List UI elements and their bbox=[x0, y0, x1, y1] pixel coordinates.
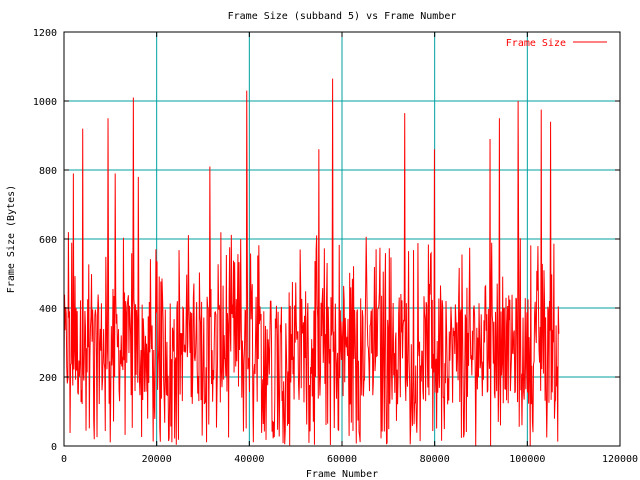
y-tick-labels: 0 200 400 600 800 1000 1200 bbox=[33, 28, 57, 453]
tick-marks bbox=[63, 31, 621, 447]
series-line-frame-size bbox=[63, 78, 560, 446]
x-tick-label: 0 bbox=[61, 454, 67, 465]
x-axis-label: Frame Number bbox=[306, 469, 378, 480]
x-tick-label: 20000 bbox=[142, 454, 172, 465]
x-tick-label: 60000 bbox=[327, 454, 357, 465]
x-tick-label: 120000 bbox=[602, 454, 638, 465]
x-tick-label: 80000 bbox=[420, 454, 450, 465]
y-tick-label: 0 bbox=[51, 442, 57, 453]
legend: Frame Size bbox=[506, 38, 607, 49]
y-tick-label: 1000 bbox=[33, 97, 57, 108]
x-tick-label: 40000 bbox=[234, 454, 264, 465]
chart-title: Frame Size (subband 5) vs Frame Number bbox=[228, 11, 457, 22]
y-tick-label: 200 bbox=[39, 373, 57, 384]
y-tick-label: 600 bbox=[39, 235, 57, 246]
x-tick-labels: 0 20000 40000 60000 80000 100000 120000 bbox=[61, 454, 638, 465]
x-tick-label: 100000 bbox=[509, 454, 545, 465]
series-group bbox=[63, 78, 560, 446]
y-tick-label: 800 bbox=[39, 166, 57, 177]
y-axis-label: Frame Size (Bytes) bbox=[6, 185, 17, 293]
y-tick-label: 1200 bbox=[33, 28, 57, 39]
y-tick-label: 400 bbox=[39, 304, 57, 315]
legend-label: Frame Size bbox=[506, 38, 566, 49]
